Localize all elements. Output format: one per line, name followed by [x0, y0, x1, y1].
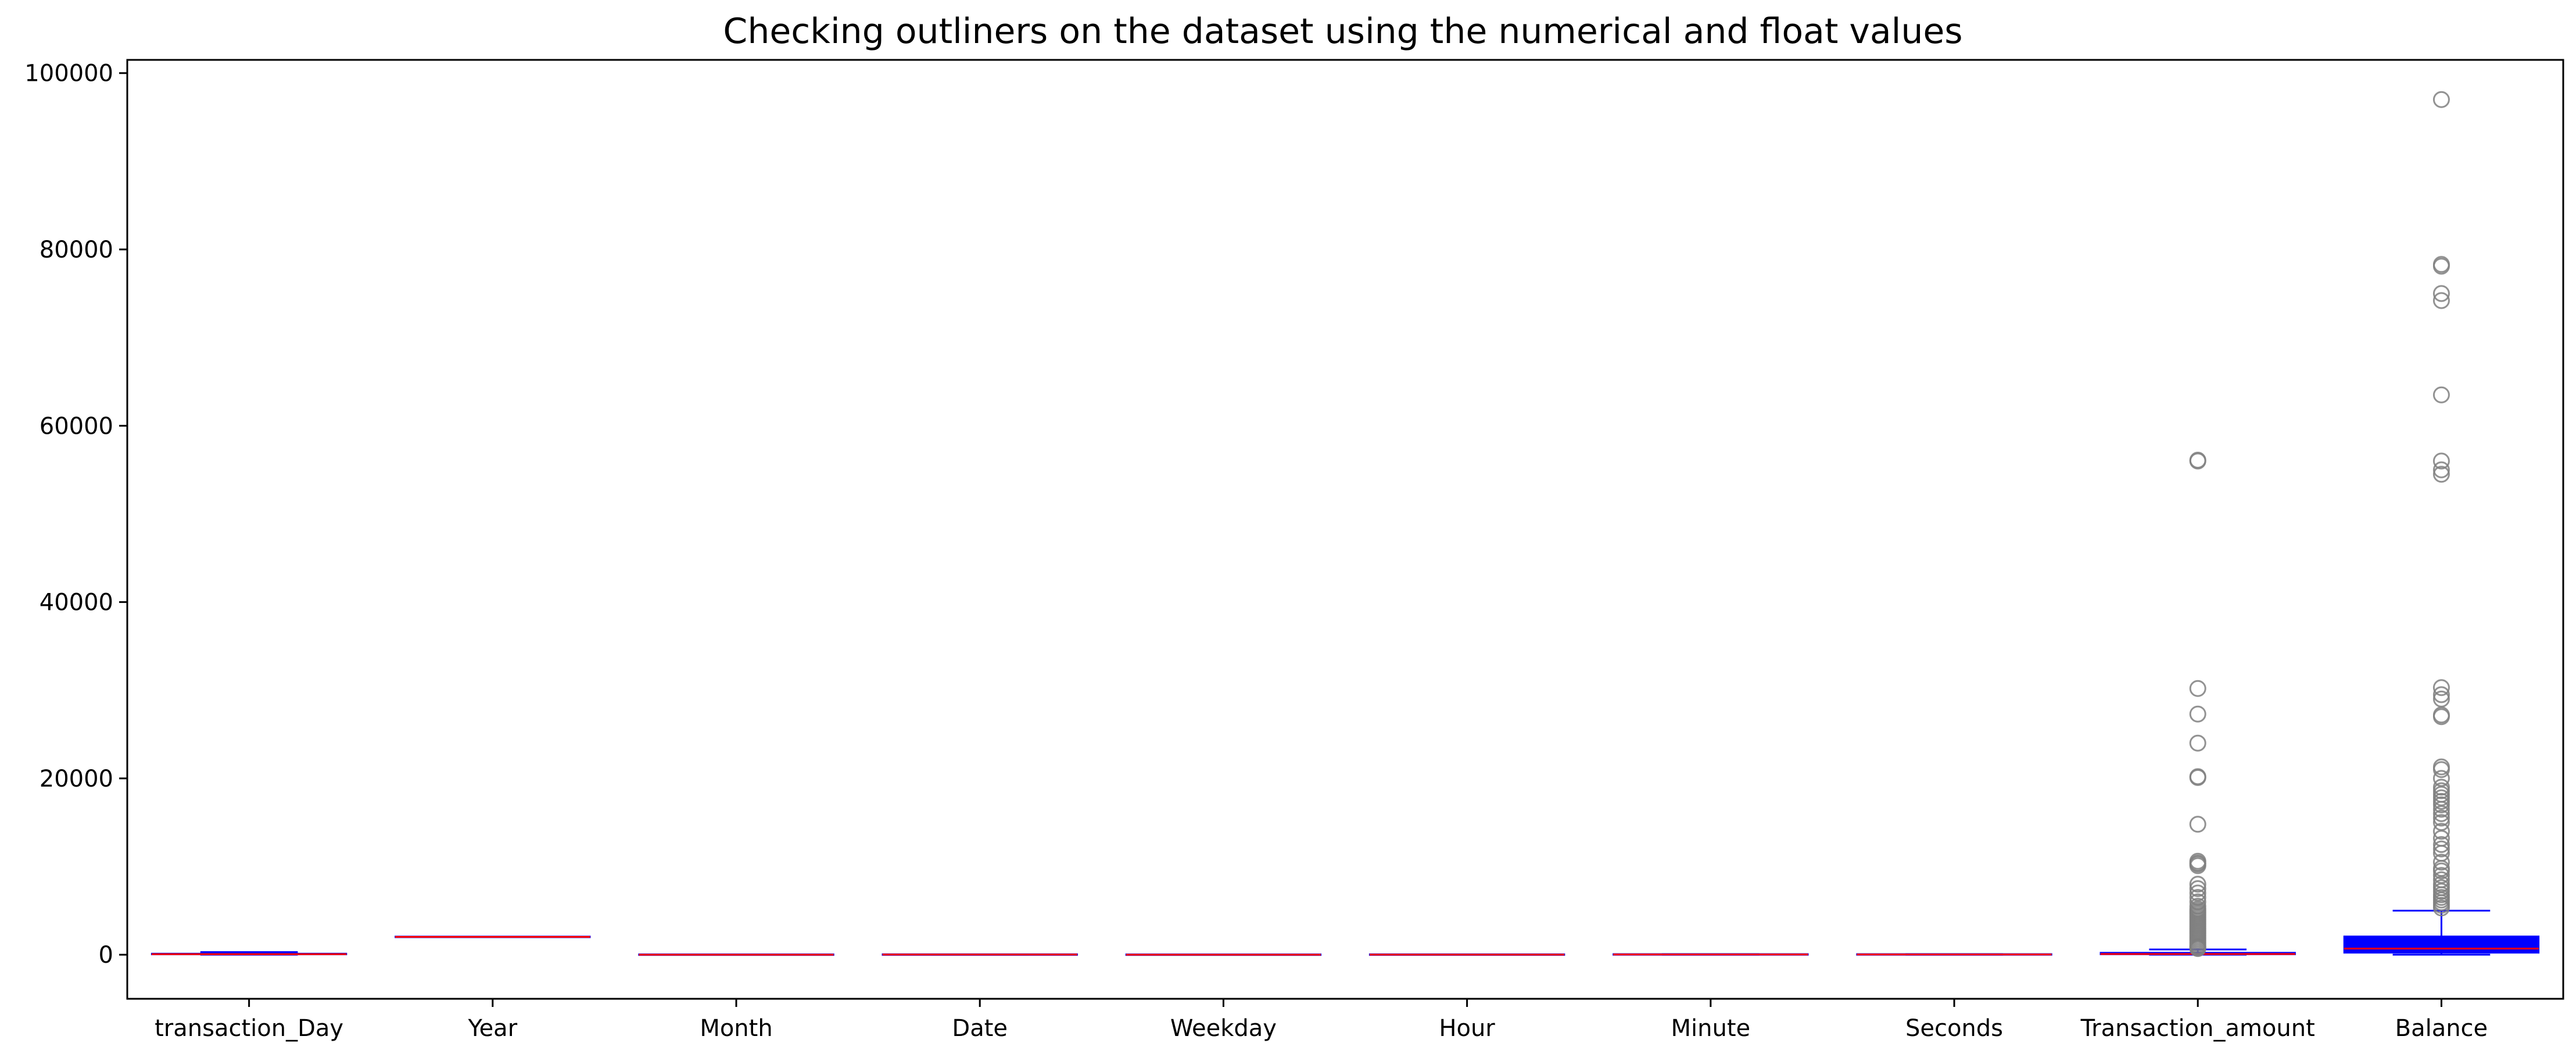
x-tick-label: Balance	[2395, 1015, 2488, 1042]
y-tick-label: 80000	[40, 237, 113, 263]
x-tick-label: Weekday	[1170, 1015, 1277, 1042]
x-tick-label: Minute	[1671, 1015, 1750, 1042]
outlier-point	[2432, 840, 2450, 858]
x-tick-label: Seconds	[1905, 1015, 2003, 1042]
box-group-month	[638, 953, 834, 956]
outlier-point	[2432, 386, 2450, 403]
outlier-point	[2432, 452, 2450, 470]
outlier-point	[2432, 679, 2450, 696]
box-group-balance	[2343, 91, 2540, 956]
x-tick-label: Transaction_amount	[2080, 1015, 2315, 1042]
y-tick-label: 0	[99, 942, 113, 969]
x-tick-label: Hour	[1439, 1015, 1495, 1042]
x-tick-label: Year	[467, 1015, 517, 1042]
outlier-point	[2189, 816, 2206, 833]
outlier-point	[2189, 857, 2206, 874]
outlier-point	[2432, 285, 2450, 302]
box-group-minute	[1613, 953, 1809, 956]
box-group-weekday	[1125, 953, 1322, 956]
outlier-point	[2189, 705, 2206, 723]
plot-frame	[126, 59, 2564, 1000]
outlier-point	[2432, 761, 2450, 778]
outlier-point	[2432, 796, 2450, 813]
outlier-point	[2189, 451, 2206, 469]
chart-title: Checking outliners on the dataset using …	[723, 11, 1962, 52]
axes: 0 20000 40000 60000 80000 100000 transaction_D…	[24, 59, 2564, 1042]
outlier-point	[2432, 853, 2450, 871]
outlier-point	[2432, 686, 2450, 703]
x-tick-label: Date	[952, 1015, 1008, 1042]
box-group-date	[882, 953, 1078, 956]
x-tick-label: Month	[700, 1015, 772, 1042]
outlier-point	[2432, 836, 2450, 853]
outlier-point	[2189, 940, 2206, 958]
outlier-point	[2432, 801, 2450, 818]
outlier-point	[2189, 734, 2206, 752]
x-tick-label: transaction_Day	[155, 1015, 343, 1042]
outlier-point	[2432, 809, 2450, 827]
y-tick-label: 60000	[40, 413, 113, 440]
outlier-point	[2189, 876, 2206, 893]
outlier-point	[2432, 805, 2450, 823]
outlier-point	[2189, 880, 2206, 897]
plot-area	[151, 91, 2540, 958]
box-group-seconds	[1856, 953, 2052, 956]
outlier-point	[2432, 91, 2450, 108]
outlier-point	[2189, 680, 2206, 697]
outlier-point	[2432, 862, 2450, 880]
outlier-point	[2432, 258, 2450, 275]
outlier-point	[2189, 769, 2206, 786]
outlier-point	[2432, 466, 2450, 483]
outlier-point	[2432, 823, 2450, 840]
box-group-transaction_amount	[2100, 451, 2296, 958]
outlier-point	[2432, 292, 2450, 309]
y-tick-label: 100000	[24, 60, 113, 87]
box-group-hour	[1368, 953, 1565, 956]
outlier-point	[2432, 899, 2450, 917]
y-tick-label: 20000	[40, 766, 113, 792]
outlier-point	[2432, 461, 2450, 478]
box	[2343, 935, 2540, 954]
box-group-transaction_day	[151, 951, 347, 956]
outlier-point	[2432, 708, 2450, 726]
y-tick-label: 40000	[40, 590, 113, 616]
box-group-year	[395, 935, 591, 938]
